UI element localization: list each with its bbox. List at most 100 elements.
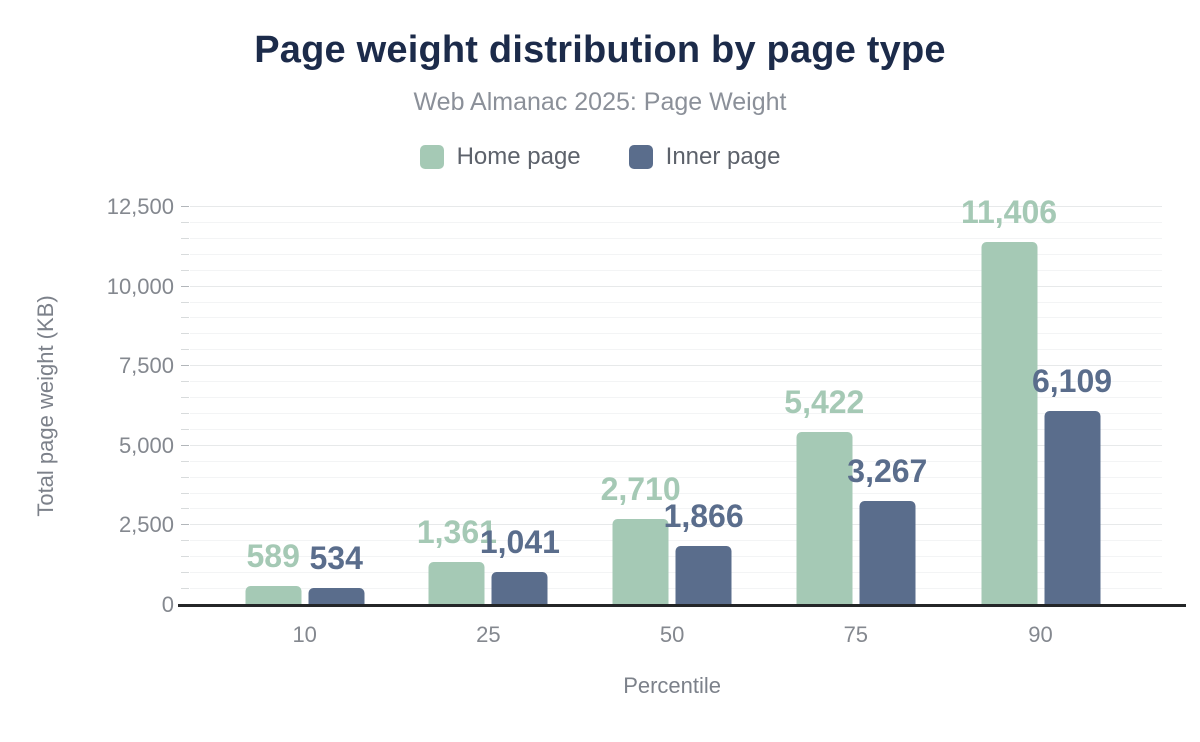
- y-tick-mark: [181, 301, 189, 303]
- y-tick-mark: [181, 269, 189, 271]
- minor-gridline: [190, 317, 1162, 319]
- minor-gridline: [190, 301, 1162, 303]
- y-axis-tick-label: 0: [161, 592, 174, 617]
- y-tick-mark: [181, 317, 189, 319]
- y-tick-mark: [181, 221, 189, 223]
- y-tick-mark: [181, 381, 189, 383]
- y-tick-mark: [181, 237, 189, 239]
- legend-item-home-page[interactable]: Home page: [419, 143, 581, 171]
- x-axis-tick-label: 90: [1028, 622, 1053, 647]
- y-axis-tick-label: 10,000: [106, 273, 174, 299]
- legend-label: Inner page: [665, 143, 781, 170]
- y-axis-tick-label: 12,500: [106, 194, 174, 219]
- home-page-bar[interactable]: [245, 586, 302, 605]
- legend-item-inner-page[interactable]: Inner page: [628, 143, 781, 171]
- y-tick-mark: [181, 492, 189, 494]
- minor-gridline: [190, 428, 1162, 430]
- minor-gridline: [190, 476, 1162, 478]
- inner-page-bar[interactable]: [859, 500, 916, 605]
- y-tick-mark: [181, 540, 189, 542]
- chart-header: Page weight distribution by page type We…: [0, 0, 1200, 171]
- y-axis-tick-label: 2,500: [118, 512, 174, 538]
- bar-group-p50: 2,710 1,866: [601, 473, 744, 605]
- minor-gridline: [190, 508, 1162, 510]
- bar-group-p75: 5,422 3,267: [784, 386, 927, 605]
- minor-gridline: [190, 460, 1162, 462]
- bar-wrap: 1,361: [417, 516, 497, 605]
- major-gridline: [190, 285, 1162, 287]
- bar-wrap: 6,109: [1032, 365, 1112, 605]
- y-tick-mark: [181, 349, 189, 351]
- y-tick-mark: [181, 365, 189, 367]
- inner-page-value-label: 534: [309, 540, 363, 576]
- bar-group-p10: 589 534: [245, 540, 365, 605]
- y-axis-title: Total page weight (KB): [33, 295, 58, 517]
- inner-page-bar[interactable]: [491, 571, 548, 605]
- minor-gridline: [190, 540, 1162, 542]
- home-page-value-label: 2,710: [600, 470, 681, 507]
- y-axis-tick-label: 7,500: [118, 353, 174, 379]
- minor-gridline: [190, 253, 1162, 255]
- y-tick-mark: [181, 397, 189, 399]
- y-tick-mark: [181, 508, 189, 510]
- minor-gridline: [190, 381, 1162, 383]
- home-page-bar[interactable]: [612, 518, 669, 605]
- minor-gridline: [190, 492, 1162, 494]
- inner-page-value-label: 1,041: [479, 523, 560, 560]
- home-page-swatch-icon: [419, 145, 444, 169]
- x-axis-tick-label: 75: [843, 622, 869, 647]
- y-tick-mark: [181, 556, 189, 558]
- major-gridline: [190, 524, 1162, 526]
- legend: Home page Inner page: [0, 143, 1200, 171]
- x-axis-title: Percentile: [623, 673, 722, 698]
- bar-wrap: 3,267: [847, 455, 927, 605]
- y-tick-mark: [181, 588, 189, 590]
- x-axis-line: [178, 604, 1186, 607]
- minor-gridline: [190, 221, 1162, 223]
- inner-page-swatch-icon: [628, 145, 653, 169]
- inner-page-value-label: 6,109: [1031, 362, 1113, 399]
- legend-label: Home page: [456, 143, 581, 170]
- home-page-bar[interactable]: [428, 561, 485, 605]
- bar-wrap: 1,041: [480, 526, 560, 605]
- y-axis-tick-label: 5,000: [118, 432, 174, 458]
- y-tick-mark: [181, 460, 189, 462]
- bar-group-p25: 1,361 1,041: [417, 516, 560, 605]
- y-tick-mark: [181, 572, 189, 574]
- chart-title: Page weight distribution by page type: [254, 29, 946, 71]
- minor-gridline: [190, 412, 1162, 414]
- minor-gridline: [190, 349, 1162, 351]
- y-tick-mark: [181, 444, 189, 446]
- major-gridline: [190, 206, 1162, 207]
- bar-group-p90: 11,406 6,109: [961, 196, 1112, 605]
- bar-wrap: 589: [245, 540, 302, 605]
- major-gridline: [190, 365, 1162, 367]
- home-page-value-label: 11,406: [960, 193, 1058, 230]
- home-page-value-label: 1,361: [416, 513, 497, 550]
- bar-wrap: 2,710: [601, 473, 681, 605]
- y-tick-mark: [181, 285, 189, 287]
- minor-gridline: [190, 237, 1162, 239]
- x-axis-tick-label: 50: [659, 622, 685, 647]
- y-tick-mark: [181, 524, 189, 526]
- x-axis-tick-label: 10: [292, 622, 317, 647]
- inner-page-bar[interactable]: [308, 588, 365, 605]
- x-axis-tick-label: 25: [476, 622, 501, 647]
- home-page-bar[interactable]: [796, 432, 853, 605]
- minor-gridline: [190, 397, 1162, 399]
- inner-page-value-label: 3,267: [847, 452, 928, 489]
- y-tick-mark: [181, 412, 189, 414]
- y-tick-mark: [181, 333, 189, 335]
- minor-gridline: [190, 333, 1162, 335]
- home-page-bar[interactable]: [981, 241, 1037, 605]
- minor-gridline: [190, 269, 1162, 271]
- home-page-value-label: 589: [246, 538, 300, 575]
- plot-area: Total page weight (KB) Percentile 0 2,500…: [33, 194, 1186, 698]
- bar-wrap: 11,406: [961, 196, 1057, 605]
- inner-page-bar[interactable]: [675, 545, 732, 605]
- inner-page-bar[interactable]: [1044, 410, 1100, 605]
- chart-subtitle: Web Almanac 2025: Page Weight: [413, 88, 787, 116]
- inner-page-value-label: 1,866: [663, 497, 744, 534]
- bar-wrap: 5,422: [784, 386, 864, 605]
